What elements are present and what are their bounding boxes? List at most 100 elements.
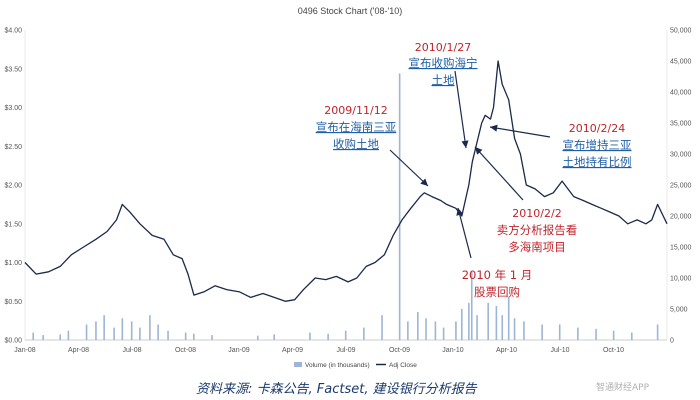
x-tick-label: Oct-09 bbox=[389, 347, 410, 354]
annotation-text: 卖方分析报告看 bbox=[497, 223, 578, 237]
volume-bar bbox=[434, 321, 437, 340]
volume-bar bbox=[523, 321, 525, 340]
volume-bar bbox=[103, 315, 105, 340]
volume-bar bbox=[256, 335, 259, 340]
volume-bar bbox=[407, 321, 409, 340]
x-tick-label: Oct-10 bbox=[603, 347, 624, 354]
annotation-date: 2010/2/2 bbox=[512, 207, 561, 220]
y-right-tick-label: 30,000 bbox=[670, 152, 692, 159]
volume-bar bbox=[67, 330, 70, 340]
volume-bar bbox=[344, 330, 347, 340]
annotation-text: 多海南项目 bbox=[508, 240, 566, 254]
y-right-tick-label: 45,000 bbox=[670, 59, 692, 66]
y-left-tick-label: $3.50 bbox=[4, 66, 22, 73]
y-left-tick-label: $2.50 bbox=[4, 144, 22, 151]
x-tick-label: Jul-08 bbox=[122, 347, 141, 354]
volume-bar bbox=[167, 330, 169, 340]
annotation-text: 宣布收购海宁 bbox=[409, 56, 478, 70]
legend-swatch-volume bbox=[294, 362, 302, 367]
chart-title: 0496 Stock Chart ('08-'10) bbox=[298, 6, 403, 16]
volume-bar bbox=[273, 334, 275, 340]
volume-bar bbox=[455, 321, 457, 340]
y-right-tick-label: 25,000 bbox=[670, 183, 692, 190]
annotation-arrow bbox=[489, 124, 551, 138]
annotation-arrow bbox=[474, 146, 524, 201]
volume-bar bbox=[184, 332, 187, 340]
volume-bar bbox=[139, 327, 141, 340]
volume-bar bbox=[417, 312, 419, 340]
volume-bar bbox=[398, 73, 401, 341]
x-tick-label: Jul-09 bbox=[336, 347, 355, 354]
volume-bar bbox=[42, 335, 44, 340]
legend-label-volume: Volume (in thousands) bbox=[305, 362, 370, 369]
volume-bar bbox=[32, 332, 35, 340]
annotation-arrow bbox=[389, 149, 429, 187]
stock-chart: 0496 Stock Chart ('08-'10) $0.00 $0.50 $1.… bbox=[4, 6, 692, 369]
volume-bar bbox=[381, 315, 383, 340]
volume-bar bbox=[470, 271, 473, 340]
x-tick-label: Jan-10 bbox=[442, 347, 464, 354]
legend-label-adj-close: Adj Close bbox=[389, 362, 417, 369]
x-tick-label: Jan-08 bbox=[14, 347, 36, 354]
x-tick-label: Apr-09 bbox=[282, 347, 303, 354]
volume-bar bbox=[495, 305, 498, 340]
annotation-text: 收购土地 bbox=[333, 137, 379, 151]
y-left-tick-label: $1.50 bbox=[4, 221, 22, 228]
volume-bar bbox=[460, 309, 463, 340]
volume-bar bbox=[595, 328, 597, 340]
y-left-tick-label: $2.00 bbox=[4, 183, 22, 190]
x-tick-label: Oct-08 bbox=[175, 347, 196, 354]
volume-bar bbox=[211, 335, 213, 340]
volume-bar bbox=[513, 318, 516, 340]
volume-bar bbox=[113, 327, 115, 340]
x-tick-label: Jan-09 bbox=[228, 347, 250, 354]
y-right-tick-label: 15,000 bbox=[670, 245, 692, 252]
annotation-text: 土地持有比例 bbox=[563, 155, 632, 169]
annotation-date: 2010/2/24 bbox=[569, 122, 625, 135]
volume-bar bbox=[558, 324, 561, 340]
volume-bar bbox=[363, 327, 365, 340]
x-tick-label: Jul-10 bbox=[550, 347, 569, 354]
y-right-tick-label: 20,000 bbox=[670, 214, 692, 221]
volume-bar bbox=[501, 315, 504, 340]
y-right-tick-label: 50,000 bbox=[670, 28, 692, 35]
volume-bar bbox=[149, 315, 151, 340]
annotation-arrow bbox=[454, 70, 469, 149]
y-left-tick-label: $0.00 bbox=[4, 338, 22, 345]
annotation-date: 2010/1/27 bbox=[415, 41, 471, 54]
volume-bar bbox=[327, 333, 329, 340]
volume-bar bbox=[487, 302, 489, 340]
annotation-text: 土地 bbox=[432, 73, 455, 87]
volume-bar bbox=[59, 334, 61, 340]
volume-bar bbox=[309, 332, 311, 340]
y-left-tick-label: $1.00 bbox=[4, 260, 22, 267]
chart-legend: Volume (in thousands) Adj Close bbox=[294, 362, 417, 369]
volume-bar bbox=[612, 330, 615, 340]
source-note: 资料来源: 卡森公告, Factset, 建设银行分析报告 bbox=[196, 382, 477, 397]
y-left-tick-label: $4.00 bbox=[4, 28, 22, 35]
y-right-tick-label: 10,000 bbox=[670, 276, 692, 283]
volume-bar bbox=[656, 324, 659, 340]
volume-bar bbox=[130, 321, 133, 340]
y-right-tick-label: 40,000 bbox=[670, 90, 692, 97]
annotation-text: 股票回购 bbox=[474, 285, 520, 299]
annotation-arrow bbox=[456, 207, 472, 259]
annotation-date: 2010 年 1 月 bbox=[462, 268, 533, 282]
y-right-tick-label: 35,000 bbox=[670, 121, 692, 128]
volume-bar bbox=[85, 324, 88, 340]
volume-bar bbox=[507, 296, 510, 340]
volume-bar bbox=[95, 321, 97, 340]
y-right-tick-label: 0 bbox=[670, 338, 674, 345]
x-tick-label: Apr-08 bbox=[68, 347, 89, 354]
volume-bar bbox=[476, 315, 478, 340]
watermark: 智通财经APP bbox=[596, 383, 650, 393]
volume-bar bbox=[157, 324, 159, 340]
volume-bar bbox=[425, 318, 427, 340]
adj-close-line bbox=[24, 60, 668, 302]
volume-bar bbox=[577, 327, 579, 340]
volume-bar bbox=[193, 333, 195, 340]
annotation-text: 宣布在海南三亚 bbox=[316, 120, 397, 134]
volume-bar bbox=[631, 332, 633, 340]
volume-bar bbox=[541, 324, 543, 340]
y-right-tick-label: 5,000 bbox=[670, 307, 688, 314]
